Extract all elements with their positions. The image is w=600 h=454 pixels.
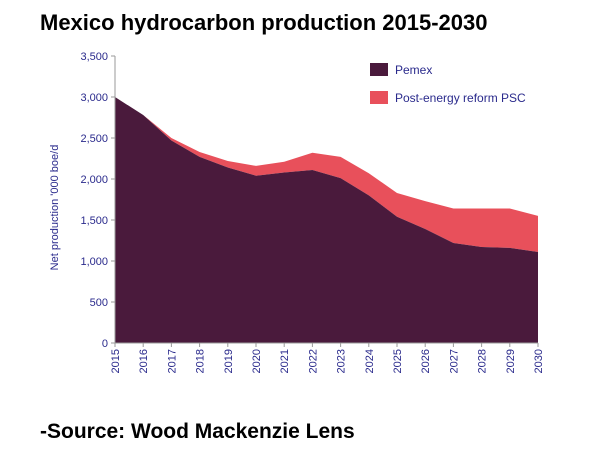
x-tick-label: 2020 xyxy=(251,349,263,373)
y-tick-label: 3,500 xyxy=(80,51,108,63)
x-tick-label: 2024 xyxy=(364,349,376,373)
x-tick-label: 2019 xyxy=(223,349,235,373)
y-tick-label: 0 xyxy=(102,338,108,350)
area-post-energy-reform-psc xyxy=(115,97,538,252)
x-tick-label: 2029 xyxy=(505,349,517,373)
y-tick-label: 2,500 xyxy=(80,133,108,145)
area-pemex xyxy=(115,97,538,343)
x-tick-label: 2017 xyxy=(166,349,178,373)
y-tick-label: 1,500 xyxy=(80,215,108,227)
x-tick-label: 2027 xyxy=(448,349,460,373)
legend-label: Post-energy reform PSC xyxy=(395,91,526,105)
y-tick-label: 3,000 xyxy=(80,92,108,104)
chart-axes: 0 500 1,000 1,500 2,000 2,500 3,000 3,500 2015 20… xyxy=(49,51,545,373)
chart-areas xyxy=(115,97,538,343)
x-tick-label: 2021 xyxy=(279,349,291,373)
x-tick-label: 2018 xyxy=(195,349,207,373)
y-tick-label: 1,000 xyxy=(80,256,108,268)
y-tick-label: 500 xyxy=(90,297,108,309)
legend-swatch xyxy=(370,91,388,104)
chart-legend: Pemex Post-energy reform PSC xyxy=(370,63,526,105)
x-tick-label: 2028 xyxy=(477,349,489,373)
legend-label: Pemex xyxy=(395,63,432,77)
source-note: -Source: Wood Mackenzie Lens xyxy=(40,420,355,443)
x-tick-label: 2026 xyxy=(420,349,432,373)
x-tick-label: 2030 xyxy=(533,349,545,373)
y-axis-label: Net production '000 boe/d xyxy=(49,145,61,271)
legend-swatch xyxy=(370,63,388,76)
x-tick-label: 2015 xyxy=(110,349,122,373)
chart-title: Mexico hydrocarbon production 2015-2030 xyxy=(40,10,488,35)
x-tick-label: 2016 xyxy=(138,349,150,373)
x-tick-label: 2022 xyxy=(307,349,319,373)
y-tick-label: 2,000 xyxy=(80,174,108,186)
x-tick-label: 2023 xyxy=(336,349,348,373)
x-tick-label: 2025 xyxy=(392,349,404,373)
